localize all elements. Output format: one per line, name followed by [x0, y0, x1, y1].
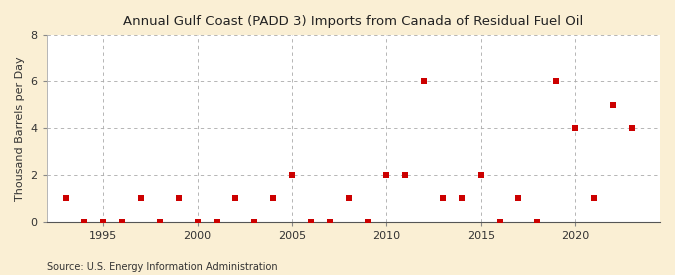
Point — [343, 196, 354, 200]
Point — [79, 219, 90, 224]
Point — [249, 219, 260, 224]
Point — [60, 196, 71, 200]
Point — [381, 173, 392, 177]
Title: Annual Gulf Coast (PADD 3) Imports from Canada of Residual Fuel Oil: Annual Gulf Coast (PADD 3) Imports from … — [124, 15, 583, 28]
Point — [362, 219, 373, 224]
Point — [437, 196, 448, 200]
Point — [494, 219, 505, 224]
Point — [532, 219, 543, 224]
Point — [626, 126, 637, 130]
Y-axis label: Thousand Barrels per Day: Thousand Barrels per Day — [15, 56, 25, 200]
Point — [570, 126, 580, 130]
Point — [211, 219, 222, 224]
Point — [418, 79, 429, 84]
Point — [475, 173, 486, 177]
Point — [287, 173, 298, 177]
Point — [230, 196, 241, 200]
Point — [325, 219, 335, 224]
Point — [456, 196, 467, 200]
Point — [136, 196, 146, 200]
Point — [589, 196, 599, 200]
Point — [192, 219, 203, 224]
Point — [306, 219, 317, 224]
Point — [268, 196, 279, 200]
Point — [98, 219, 109, 224]
Point — [117, 219, 128, 224]
Point — [400, 173, 410, 177]
Point — [513, 196, 524, 200]
Point — [608, 103, 618, 107]
Text: Source: U.S. Energy Information Administration: Source: U.S. Energy Information Administ… — [47, 262, 278, 272]
Point — [173, 196, 184, 200]
Point — [551, 79, 562, 84]
Point — [155, 219, 165, 224]
